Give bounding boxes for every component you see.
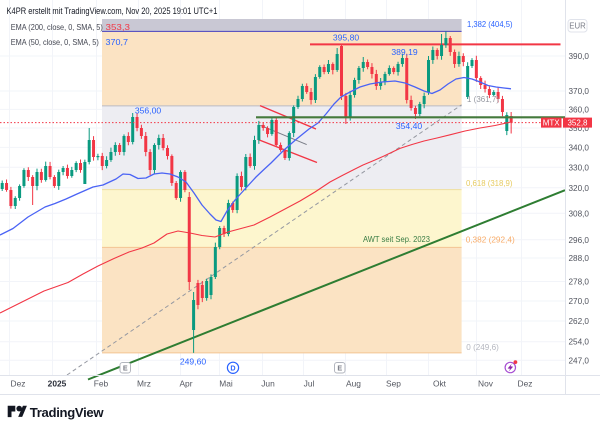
svg-text:Sep: Sep [386, 379, 401, 389]
svg-text:Okt: Okt [433, 379, 447, 389]
svg-text:330,0: 330,0 [569, 163, 590, 172]
svg-text:EMA (50, close, 0, SMA, 5): EMA (50, close, 0, SMA, 5) [11, 38, 99, 47]
svg-text:Dez: Dez [11, 379, 26, 389]
svg-text:395,80: 395,80 [333, 33, 360, 43]
svg-text:390,0: 390,0 [569, 52, 590, 61]
svg-text:Mrz: Mrz [137, 379, 151, 389]
svg-text:1,382 (404,5): 1,382 (404,5) [467, 19, 513, 29]
svg-text:Nov: Nov [478, 379, 494, 389]
svg-text:360,0: 360,0 [569, 105, 590, 114]
svg-text:AWT seit Sep. 2023: AWT seit Sep. 2023 [363, 234, 430, 244]
svg-text:353,3: 353,3 [106, 23, 131, 32]
svg-text:370,0: 370,0 [569, 87, 590, 96]
svg-text:D: D [230, 364, 235, 373]
svg-text:2025: 2025 [48, 379, 67, 389]
svg-text:Apr: Apr [179, 379, 192, 389]
svg-text:278,0: 278,0 [569, 278, 590, 287]
svg-text:K4PR erstellt mit TradingView.: K4PR erstellt mit TradingView.com, Nov 2… [7, 6, 218, 16]
svg-text:247,0: 247,0 [569, 356, 590, 365]
svg-text:270,0: 270,0 [569, 297, 590, 306]
svg-text:288,0: 288,0 [569, 254, 590, 263]
svg-text:350,0: 350,0 [569, 124, 590, 133]
svg-text:Jun: Jun [261, 379, 275, 389]
svg-text:296,0: 296,0 [569, 236, 590, 245]
svg-text:249,60: 249,60 [180, 357, 207, 367]
svg-text:254,0: 254,0 [569, 338, 590, 347]
svg-text:1 (361,7): 1 (361,7) [467, 94, 499, 104]
svg-text:E: E [337, 364, 342, 373]
svg-text:MTX: MTX [543, 118, 561, 127]
svg-text:320,0: 320,0 [569, 184, 590, 193]
svg-text:Mai: Mai [219, 379, 233, 389]
svg-text:352,8: 352,8 [567, 118, 588, 127]
svg-text:Dez: Dez [518, 379, 533, 389]
svg-text:TradingView: TradingView [30, 405, 104, 420]
svg-text:356,00: 356,00 [135, 106, 162, 116]
svg-text:EUR: EUR [569, 22, 586, 31]
svg-text:E: E [123, 364, 128, 373]
svg-text:EMA (200, close, 0, SMA, 5): EMA (200, close, 0, SMA, 5) [11, 23, 103, 32]
svg-text:Jul: Jul [304, 379, 315, 389]
svg-text:262,0: 262,0 [569, 317, 590, 326]
svg-text:340,0: 340,0 [569, 143, 590, 152]
svg-text:0,618 (318,9): 0,618 (318,9) [466, 178, 513, 188]
svg-text:Feb: Feb [94, 379, 109, 389]
svg-text:0 (249,6): 0 (249,6) [466, 342, 499, 352]
svg-text:389,19: 389,19 [391, 47, 418, 57]
svg-text:370,7: 370,7 [106, 38, 129, 47]
svg-text:354,40: 354,40 [396, 121, 423, 131]
svg-text:Aug: Aug [346, 379, 361, 389]
svg-text:0,382 (292,4): 0,382 (292,4) [466, 235, 515, 245]
svg-text:308,0: 308,0 [569, 209, 590, 218]
